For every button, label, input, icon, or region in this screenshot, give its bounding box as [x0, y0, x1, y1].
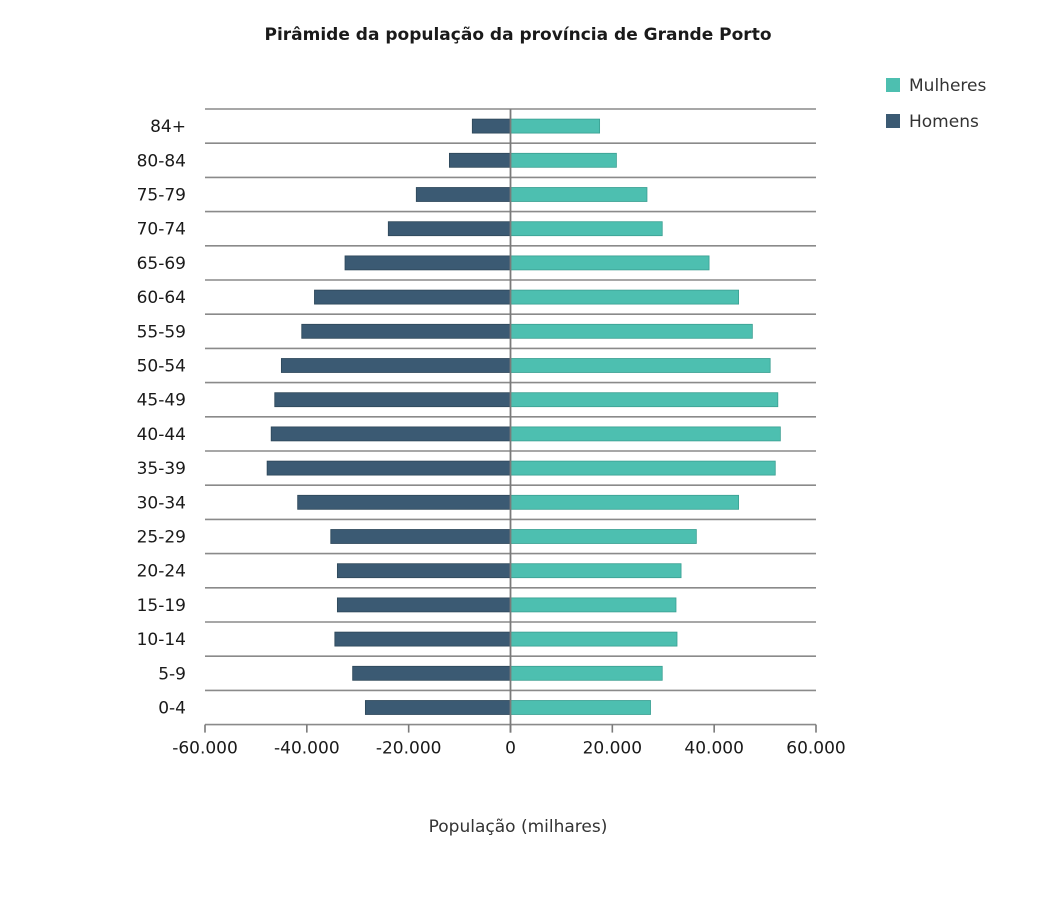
- category-label: 75-79: [137, 186, 186, 206]
- legend-label-mulheres: Mulheres: [909, 76, 986, 96]
- bar-mulheres-15-19: [510, 597, 677, 613]
- category-label: 40-44: [137, 425, 186, 445]
- legend: Mulheres Homens: [886, 76, 986, 132]
- bar-homens-30-34: [297, 494, 511, 510]
- bar-mulheres-75-79: [510, 187, 648, 202]
- x-axis-label: População (milhares): [429, 817, 608, 837]
- bar-homens-5-9: [352, 665, 511, 681]
- bar-homens-15-19: [336, 597, 511, 613]
- bar-mulheres-10-14: [510, 631, 678, 647]
- category-label: 70-74: [137, 220, 186, 240]
- bar-homens-60-64: [314, 289, 511, 305]
- bar-homens-65-69: [344, 255, 511, 271]
- legend-swatch-mulheres: [886, 78, 900, 92]
- x-tick-label: 60.000: [786, 739, 845, 759]
- bar-homens-25-29: [330, 529, 511, 544]
- bar-mulheres-84+: [510, 118, 601, 134]
- legend-label-homens: Homens: [909, 112, 979, 132]
- bar-homens-45-49: [274, 392, 511, 408]
- category-label: 45-49: [137, 391, 186, 411]
- bar-homens-50-54: [280, 358, 511, 373]
- bar-mulheres-70-74: [510, 221, 663, 237]
- category-labels: 84+ 80-84 75-79 70-74 65-69 60-64 55-59 50-54 45…: [137, 117, 186, 718]
- category-label: 84+: [150, 117, 186, 137]
- bar-homens-20-24: [336, 563, 511, 579]
- category-label: 20-24: [137, 562, 186, 582]
- bar-mulheres-20-24: [510, 563, 682, 579]
- category-label: 5-9: [158, 664, 186, 684]
- bar-homens-80-84: [448, 152, 511, 168]
- bar-homens-70-74: [387, 221, 511, 237]
- category-label: 65-69: [137, 254, 186, 274]
- bar-mulheres-25-29: [510, 529, 697, 544]
- bar-mulheres-65-69: [510, 255, 710, 271]
- category-label: 50-54: [137, 357, 186, 377]
- bar-homens-0-4: [364, 700, 511, 715]
- bar-mulheres-80-84: [510, 152, 617, 168]
- bar-homens-40-44: [270, 426, 511, 442]
- x-tick-label: -20.000: [376, 739, 442, 759]
- category-label: 25-29: [137, 528, 186, 548]
- axes: [204, 109, 817, 733]
- bar-homens-84+: [471, 118, 511, 134]
- category-label: 55-59: [137, 322, 186, 342]
- bar-mulheres-55-59: [510, 323, 753, 339]
- bar-mulheres-50-54: [510, 358, 771, 373]
- bar-mulheres-30-34: [510, 494, 740, 510]
- category-label: 10-14: [137, 630, 186, 650]
- x-tick-label: 0: [505, 739, 516, 759]
- bar-mulheres-35-39: [510, 460, 776, 476]
- x-tick-label: -60.000: [172, 739, 238, 759]
- chart-title: Pirâmide da população da província de Gr…: [265, 25, 772, 45]
- bar-homens-75-79: [415, 187, 511, 202]
- x-tick-label: 40.000: [684, 739, 743, 759]
- category-label: 35-39: [137, 459, 186, 479]
- category-label: 0-4: [158, 699, 186, 719]
- x-tick-labels: -60.000 -40.000 -20.000 0 20.000 40.000 60.000: [172, 739, 846, 759]
- legend-swatch-homens: [886, 114, 900, 128]
- category-label: 80-84: [137, 151, 186, 171]
- bar-homens-35-39: [266, 460, 511, 476]
- category-label: 60-64: [137, 288, 186, 308]
- category-label: 30-34: [137, 493, 186, 513]
- x-tick-label: -40.000: [274, 739, 340, 759]
- x-tick-label: 20.000: [583, 739, 642, 759]
- bar-homens-55-59: [301, 323, 511, 339]
- bars: [266, 118, 781, 715]
- bar-homens-10-14: [334, 631, 511, 647]
- category-label: 15-19: [137, 596, 186, 616]
- bar-mulheres-60-64: [510, 289, 740, 305]
- bar-mulheres-0-4: [510, 700, 651, 715]
- bar-mulheres-5-9: [510, 665, 663, 681]
- bar-mulheres-40-44: [510, 426, 781, 442]
- bar-mulheres-45-49: [510, 392, 779, 408]
